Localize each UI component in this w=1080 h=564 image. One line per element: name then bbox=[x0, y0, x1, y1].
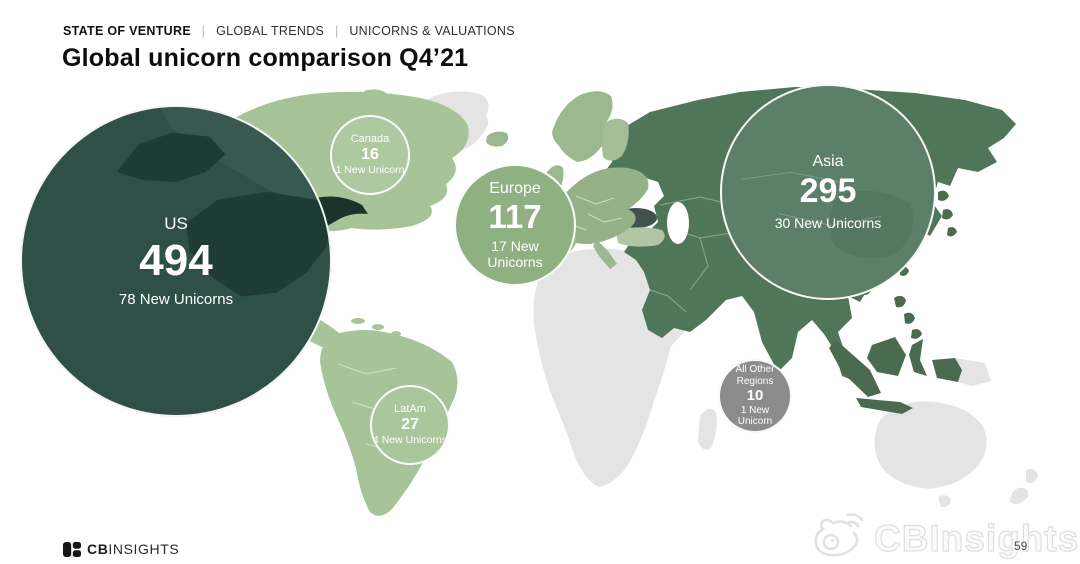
breadcrumb-unicorns-valuations: UNICORNS & VALUATIONS bbox=[349, 24, 515, 38]
region-new-unicorns: 1 New Unicorn bbox=[335, 164, 405, 177]
land-png-east bbox=[955, 358, 991, 386]
brand-cb: CB bbox=[87, 541, 109, 557]
canada-bubble: Canada 16 1 New Unicorn bbox=[330, 115, 410, 195]
region-name: Asia bbox=[812, 152, 844, 170]
all-other-regions-bubble: All Other Regions 10 1 New Unicorn bbox=[718, 359, 792, 433]
breadcrumb-state-of-venture: STATE OF VENTURE bbox=[63, 24, 191, 38]
land-turkey bbox=[616, 227, 665, 247]
region-name: All Other Regions bbox=[735, 364, 775, 387]
region-new-unicorns: 1 New Unicorn bbox=[737, 404, 773, 428]
land-arctic-islands bbox=[328, 89, 418, 106]
region-unicorn-count: 16 bbox=[361, 146, 379, 164]
region-new-unicorns: 78 New Unicorns bbox=[118, 290, 234, 308]
page-number: 59 bbox=[1014, 539, 1028, 553]
land-europe-mainland bbox=[556, 167, 649, 244]
land-australia bbox=[874, 401, 987, 489]
brand-text: CBINSIGHTS bbox=[87, 541, 179, 557]
us-bubble-map-silhouette bbox=[116, 107, 330, 297]
breadcrumb-global-trends: GLOBAL TRENDS bbox=[216, 24, 325, 38]
breadcrumb: STATE OF VENTURE | GLOBAL TRENDS | UNICO… bbox=[63, 24, 515, 38]
page-title: Global unicorn comparison Q4’21 bbox=[62, 44, 469, 72]
breadcrumb-separator: | bbox=[201, 24, 206, 38]
region-new-unicorns: 4 New Unicorns bbox=[372, 434, 448, 447]
brand-insights: INSIGHTS bbox=[108, 541, 180, 557]
cbinsights-logo: CBINSIGHTS bbox=[63, 541, 179, 557]
us-bubble: US 494 78 New Unicorns bbox=[20, 105, 332, 417]
region-name: Europe bbox=[489, 179, 541, 197]
region-unicorn-count: 494 bbox=[139, 235, 213, 285]
region-unicorn-count: 117 bbox=[488, 198, 542, 236]
asia-bubble-map-silhouette bbox=[741, 171, 914, 259]
land-iceland bbox=[486, 131, 509, 147]
land-finland-baltics bbox=[602, 118, 629, 161]
caspian-sea bbox=[667, 202, 689, 244]
region-name: Canada bbox=[350, 133, 390, 146]
region-name: US bbox=[164, 214, 188, 234]
europe-bubble: Europe 117 17 New Unicorns bbox=[454, 164, 576, 286]
asia-bubble: Asia 295 30 New Unicorns bbox=[720, 84, 936, 300]
breadcrumb-separator: | bbox=[334, 24, 339, 38]
region-unicorn-count: 295 bbox=[799, 172, 857, 211]
region-name: LatAm bbox=[394, 403, 426, 416]
region-unicorn-count: 10 bbox=[746, 387, 764, 405]
land-scandinavia bbox=[552, 91, 613, 162]
region-new-unicorns: 30 New Unicorns bbox=[774, 215, 882, 232]
region-new-unicorns: 17 New Unicorns bbox=[487, 238, 543, 271]
region-unicorn-count: 27 bbox=[401, 416, 419, 434]
land-tasmania bbox=[938, 495, 951, 508]
land-new-zealand bbox=[1010, 468, 1038, 505]
land-madagascar bbox=[698, 408, 717, 450]
land-italy bbox=[593, 240, 617, 269]
land-se-asia bbox=[829, 190, 962, 414]
cbinsights-logo-icon bbox=[63, 541, 81, 557]
latam-bubble: LatAm 27 4 New Unicorns bbox=[370, 385, 450, 465]
